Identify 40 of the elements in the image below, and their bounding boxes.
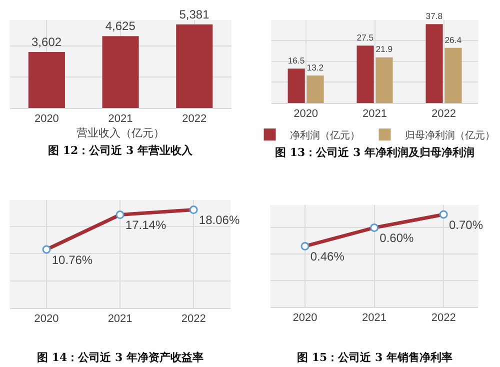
data-label: 21.9 bbox=[376, 44, 393, 54]
data-label: 5,381 bbox=[179, 7, 210, 22]
x-tick-label: 2021 bbox=[108, 313, 132, 326]
data-label: 4,625 bbox=[105, 19, 136, 34]
x-tick-label: 2020 bbox=[292, 312, 318, 324]
x-tick-label: 2020 bbox=[34, 313, 59, 326]
data-label: 16.5 bbox=[288, 55, 305, 66]
data-label: 27.5 bbox=[356, 32, 374, 42]
text: 图 15：公司近 3 年销售净利率 bbox=[297, 351, 452, 364]
x-tick-label: 2021 bbox=[108, 113, 133, 126]
x-tick-label: 2022 bbox=[432, 108, 456, 120]
x-tick-label: 2022 bbox=[181, 313, 206, 326]
data-label: 0.60% bbox=[380, 231, 414, 246]
bar bbox=[288, 68, 305, 103]
text: 图 12：公司近 3 年营业收入 bbox=[48, 144, 194, 157]
bar bbox=[306, 75, 324, 103]
bar bbox=[356, 46, 374, 103]
x-axis-title: 营业收入（亿元） bbox=[76, 126, 165, 140]
data-label: 10.76% bbox=[52, 252, 93, 267]
x-tick-label: 2021 bbox=[362, 312, 387, 324]
data-label: 13.2 bbox=[306, 62, 324, 72]
x-tick-label: 2021 bbox=[362, 108, 388, 120]
data-label: 0.70% bbox=[448, 218, 484, 232]
bar bbox=[376, 57, 393, 103]
legend-label: 归母净利润（亿元） bbox=[404, 129, 495, 142]
data-label: 18.06% bbox=[198, 213, 240, 228]
data-label: 37.8 bbox=[426, 10, 443, 21]
bar bbox=[426, 24, 443, 103]
x-tick-label: 2020 bbox=[294, 108, 318, 120]
bar bbox=[444, 48, 462, 103]
data-label: 0.46% bbox=[310, 250, 345, 264]
legend-label: 净利润（亿元） bbox=[290, 129, 360, 142]
x-tick-label: 2022 bbox=[182, 113, 207, 126]
data-label: 17.14% bbox=[125, 218, 166, 232]
text: 图 13：公司近 3 年净利润及归母净利润 bbox=[275, 146, 474, 159]
data-label: 26.4 bbox=[444, 34, 462, 45]
text: 图 14：公司近 3 年净资产收益率 bbox=[37, 351, 204, 364]
x-tick-label: 2020 bbox=[34, 113, 59, 126]
data-label: 3,602 bbox=[32, 35, 62, 50]
x-tick-label: 2022 bbox=[431, 312, 456, 324]
